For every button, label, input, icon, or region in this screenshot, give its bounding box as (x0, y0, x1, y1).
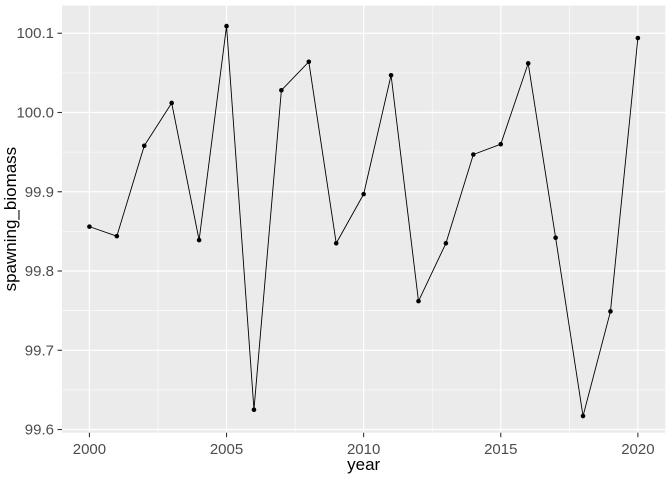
y-tick-label: 99.7 (25, 342, 54, 359)
data-point (251, 407, 257, 413)
data-point (333, 240, 339, 246)
data-point (388, 72, 394, 78)
data-point (279, 88, 284, 93)
data-point (87, 224, 92, 229)
data-point (169, 100, 174, 106)
data-point (553, 235, 558, 241)
x-tick-label: 2020 (621, 441, 654, 458)
data-point (416, 298, 421, 304)
x-tick-label: 2000 (73, 441, 106, 458)
y-tick-label: 99.8 (25, 263, 54, 280)
data-point (224, 23, 229, 29)
y-tick-label: 99.9 (25, 184, 54, 201)
data-point (196, 237, 202, 243)
y-axis-title: spawning_biomass (1, 147, 20, 292)
x-tick-label: 2010 (347, 441, 380, 458)
y-axis-tick-labels: 99.6 99.7 99.8 99.9 100.0 100.1 (16, 25, 54, 438)
y-tick-label: 100.0 (16, 104, 54, 121)
y-tick-label: 99.6 (25, 422, 54, 439)
gridlines-major (62, 5, 666, 433)
data-point (580, 413, 586, 419)
data-point (306, 59, 312, 65)
data-point (498, 141, 504, 147)
data-point (525, 61, 531, 66)
data-series (87, 23, 641, 419)
x-axis-title: year (347, 455, 380, 474)
x-tick-label: 2005 (210, 441, 243, 458)
data-point (471, 152, 476, 157)
data-point (141, 143, 147, 149)
data-point (361, 191, 366, 197)
data-point (635, 35, 641, 41)
data-point (114, 233, 120, 239)
y-tick-label: 100.1 (16, 25, 54, 42)
axis-ticks (57, 32, 639, 438)
x-axis-tick-labels: 2000 2005 2010 2015 2020 (73, 441, 655, 458)
data-point (443, 240, 449, 246)
data-point (608, 309, 613, 314)
x-tick-label: 2015 (484, 441, 517, 458)
